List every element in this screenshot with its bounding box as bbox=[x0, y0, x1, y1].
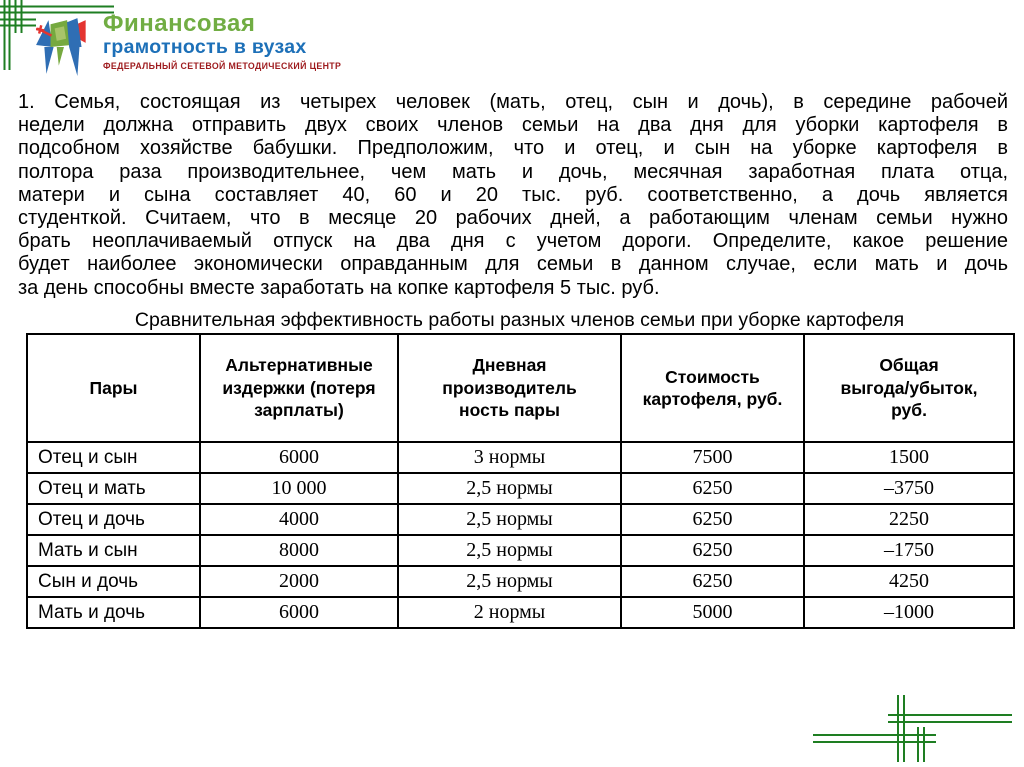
logo-title-line2: грамотность в вузах bbox=[103, 36, 307, 58]
value-cell: 6250 bbox=[620, 472, 805, 505]
header-pairs: Пары bbox=[26, 333, 201, 443]
problem-statement: 1. Семья, состоящая из четырех человек (… bbox=[18, 91, 1008, 300]
value-cell: –3750 bbox=[803, 472, 1015, 505]
table-row: Отец и мать 10 000 2,5 нормы 6250 –3750 bbox=[26, 472, 1015, 505]
table-row: Мать и дочь 6000 2 нормы 5000 –1000 bbox=[26, 596, 1015, 629]
logo: Финансовая грамотность в вузах ФЕДЕРАЛЬН… bbox=[36, 12, 341, 77]
value-cell: 7500 bbox=[620, 441, 805, 474]
value-cell: 2,5 нормы bbox=[397, 503, 622, 536]
table-row: Отец и дочь 4000 2,5 нормы 6250 2250 bbox=[26, 503, 1015, 536]
value-cell: 10 000 bbox=[199, 472, 399, 505]
pair-cell: Отец и мать bbox=[26, 472, 201, 505]
value-cell: 6250 bbox=[620, 503, 805, 536]
value-cell: 2,5 нормы bbox=[397, 565, 622, 598]
problem-line: брать неоплачиваемый отпуск на два дня с… bbox=[18, 230, 1008, 253]
logo-subtitle: ФЕДЕРАЛЬНЫЙ СЕТЕВОЙ МЕТОДИЧЕСКИЙ ЦЕНТР bbox=[103, 60, 342, 71]
value-cell: 2,5 нормы bbox=[397, 534, 622, 567]
table-row: Отец и сын 6000 3 нормы 7500 1500 bbox=[26, 441, 1015, 474]
pair-cell: Мать и дочь bbox=[26, 596, 201, 629]
value-cell: –1750 bbox=[803, 534, 1015, 567]
header-row: Пары Альтернативные издержки (потеря зар… bbox=[26, 333, 1015, 443]
table-title: Сравнительная эффективность работы разны… bbox=[134, 309, 905, 331]
corner-lines-bottom-right-icon bbox=[813, 695, 1012, 762]
problem-line: полтора раза производительнее, чем мать … bbox=[18, 160, 1008, 183]
value-cell: 2250 bbox=[803, 503, 1015, 536]
value-cell: 8000 bbox=[199, 534, 399, 567]
comparison-table-body: Отец и сын 6000 3 нормы 7500 1500 Отец и мать… bbox=[26, 441, 1015, 629]
problem-line: недели должна отправить двух своих члено… bbox=[18, 114, 1008, 137]
value-cell: 6000 bbox=[199, 596, 399, 629]
value-cell: 4250 bbox=[803, 565, 1015, 598]
value-cell: 1500 bbox=[803, 441, 1015, 474]
value-cell: 6000 bbox=[199, 441, 399, 474]
header-total-result: Общая выгода/убыток, руб. bbox=[803, 333, 1015, 443]
value-cell: 2 нормы bbox=[397, 596, 622, 629]
value-cell: 2,5 нормы bbox=[397, 472, 622, 505]
problem-line: 1. Семья, состоящая из четырех человек (… bbox=[18, 91, 1008, 113]
problem-line: будет наиболее экономически оправданным … bbox=[18, 253, 1008, 276]
value-cell: 2000 bbox=[199, 565, 399, 598]
problem-line: подсобном хозяйстве бабушки. Предположим… bbox=[18, 137, 1008, 160]
table-row: Сын и дочь 2000 2,5 нормы 6250 4250 bbox=[26, 565, 1015, 598]
value-cell: 6250 bbox=[620, 534, 805, 567]
header-potato-value: Стоимость картофеля, руб. bbox=[620, 333, 805, 443]
table-row: Мать и сын 8000 2,5 нормы 6250 –1750 bbox=[26, 534, 1015, 567]
header-alt-costs: Альтернативные издержки (потеря зарплаты… bbox=[199, 333, 399, 443]
value-cell: 4000 bbox=[199, 503, 399, 536]
problem-line: за день способны вместе заработать на ко… bbox=[18, 276, 660, 299]
logo-title-line1: Финансовая bbox=[103, 10, 256, 37]
value-cell: 6250 bbox=[620, 565, 805, 598]
problem-line: матери и сына составляет 40, 60 и 20 тыс… bbox=[18, 183, 1008, 206]
value-cell: 3 нормы bbox=[397, 441, 622, 474]
value-cell: –1000 bbox=[803, 596, 1015, 629]
pair-cell: Сын и дочь bbox=[26, 565, 201, 598]
pair-cell: Отец и дочь bbox=[26, 503, 201, 536]
comparison-table-header: Пары Альтернативные издержки (потеря зар… bbox=[26, 333, 1015, 443]
pair-cell: Отец и сын bbox=[26, 441, 201, 474]
header-productivity: Дневная производитель ность пары bbox=[397, 333, 622, 443]
pair-cell: Мать и сын bbox=[26, 534, 201, 567]
logo-mark-icon bbox=[36, 18, 86, 76]
problem-line: студенткой. Считаем, что в месяце 20 раб… bbox=[18, 207, 1008, 230]
comparison-table: Пары Альтернативные издержки (потеря зар… bbox=[26, 333, 1015, 629]
value-cell: 5000 bbox=[620, 596, 805, 629]
